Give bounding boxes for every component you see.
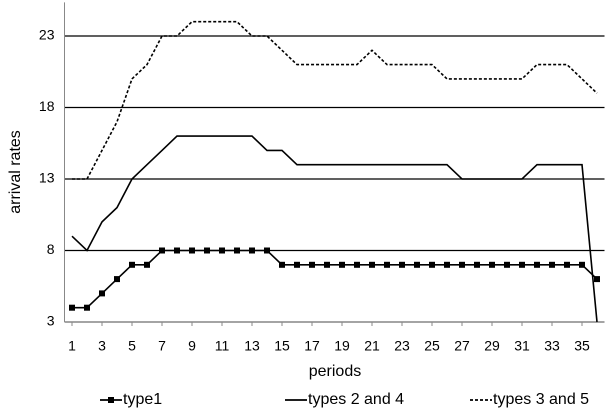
- marker: [69, 304, 75, 311]
- marker: [189, 247, 195, 254]
- x-tick-label: 1: [68, 338, 76, 354]
- x-axis-label: periods: [309, 363, 361, 380]
- marker: [234, 247, 240, 254]
- marker: [174, 247, 180, 254]
- series-line: [71, 135, 598, 323]
- marker: [84, 304, 90, 311]
- y-axis-label: arrival rates: [7, 130, 24, 214]
- marker: [504, 261, 510, 268]
- marker: [309, 261, 315, 268]
- marker: [489, 261, 495, 268]
- legend-label: type1: [123, 391, 162, 408]
- marker: [429, 261, 435, 268]
- marker: [399, 261, 405, 268]
- marker: [144, 261, 150, 268]
- x-tick-label: 25: [424, 338, 440, 354]
- legend-label: types 2 and 4: [308, 391, 404, 408]
- marker: [534, 261, 540, 268]
- marker: [384, 261, 390, 268]
- marker: [474, 261, 480, 268]
- x-tick-label: 17: [304, 338, 320, 354]
- x-tick-label: 21: [364, 338, 380, 354]
- marker: [294, 261, 300, 268]
- x-tick-label: 23: [394, 338, 410, 354]
- x-tick-label: 15: [274, 338, 290, 354]
- marker: [354, 261, 360, 268]
- y-tick-label: 13: [39, 170, 55, 186]
- marker: [414, 261, 420, 268]
- y-tick-label: 18: [39, 98, 55, 114]
- x-tick-label: 13: [244, 338, 260, 354]
- marker: [594, 276, 600, 283]
- x-tick-label: 27: [454, 338, 470, 354]
- marker: [129, 261, 135, 268]
- x-tick-label: 31: [514, 338, 530, 354]
- legend-label: types 3 and 5: [493, 391, 589, 408]
- marker: [264, 247, 270, 254]
- x-tick-label: 3: [98, 338, 106, 354]
- x-tick-label: 33: [544, 338, 560, 354]
- marker: [219, 247, 225, 254]
- legend-marker: [108, 397, 114, 403]
- marker: [579, 261, 585, 268]
- marker: [279, 261, 285, 268]
- marker: [339, 261, 345, 268]
- series-line: [72, 20, 598, 180]
- marker: [519, 261, 525, 268]
- marker: [159, 247, 165, 254]
- marker: [459, 261, 465, 268]
- marker: [549, 261, 555, 268]
- marker: [99, 290, 105, 297]
- y-tick-label: 8: [47, 241, 55, 257]
- x-tick-label: 11: [215, 338, 230, 354]
- marker: [204, 247, 210, 254]
- y-tick-label: 3: [47, 313, 55, 329]
- marker: [114, 276, 120, 283]
- marker: [369, 261, 375, 268]
- marker: [444, 261, 450, 268]
- marker: [324, 261, 330, 268]
- series-line: [72, 249, 598, 309]
- y-tick-label: 23: [39, 27, 55, 43]
- marker: [249, 247, 255, 254]
- x-tick-label: 35: [574, 338, 590, 354]
- x-tick-label: 5: [128, 338, 136, 354]
- x-tick-label: 7: [158, 338, 166, 354]
- x-tick-label: 29: [484, 338, 500, 354]
- x-tick-label: 9: [188, 338, 196, 354]
- x-tick-label: 19: [334, 338, 350, 354]
- marker: [564, 261, 570, 268]
